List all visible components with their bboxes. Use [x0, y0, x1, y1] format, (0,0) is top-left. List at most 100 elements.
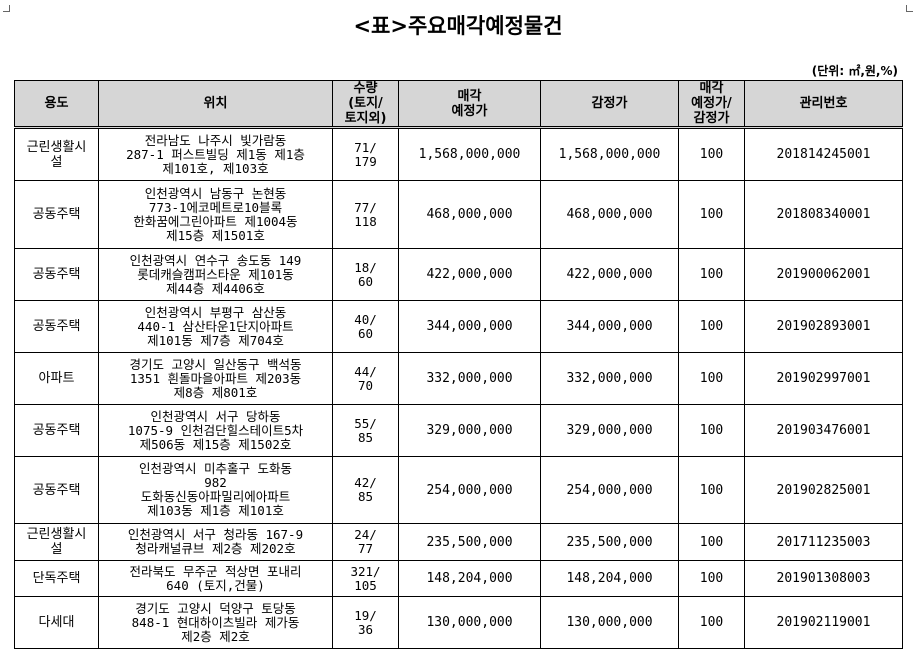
- cell-qty: 71/179: [332, 127, 399, 181]
- text-line: 제101호, 제103호: [162, 160, 269, 176]
- cell-use: 다세대: [14, 596, 99, 649]
- cell-location: 인천광역시 부평구 삼산동 440-1 삼산타운1단지아파트 제101동 제7층 제…: [98, 300, 333, 353]
- text-line: 전라남도 나주시 빛가람동: [144, 132, 287, 148]
- text-line: 77: [357, 541, 374, 556]
- cell-sale-price: 329,000,000: [398, 404, 541, 457]
- text-line: 한화꿈에그린아파트 제1004동: [133, 213, 298, 229]
- text-line: 640 (토지,건물): [166, 577, 265, 593]
- table-row: 공동주택 인천광역시 부평구 삼산동 440-1 삼산타운1단지아파트 제101동 제…: [14, 300, 903, 353]
- text-line: 60: [357, 273, 374, 289]
- text-line: 인천광역시 서구 청라동 167-9: [127, 527, 304, 542]
- cell-sale-price: 130,000,000: [398, 596, 541, 649]
- cell-use: 공동주택: [14, 248, 99, 301]
- cell-appraisal: 254,000,000: [540, 456, 679, 524]
- text-line: (토지/: [348, 96, 383, 111]
- text-line: 감정가: [693, 111, 730, 126]
- text-line: 105: [354, 577, 377, 593]
- header-mgmt-no: 관리번호: [744, 80, 903, 129]
- cell-qty: 42/85: [332, 456, 399, 524]
- text-line: 공동주택: [32, 482, 81, 498]
- cell-ratio: 100: [678, 560, 745, 597]
- text-line: 예정가/: [691, 96, 732, 111]
- unit-note: (단위: ㎡,원,%): [811, 64, 898, 78]
- cell-location: 인천광역시 연수구 송도동 149 롯데캐슬캠퍼스타운 제101동 제44층 제44…: [98, 248, 333, 301]
- cell-qty: 77/118: [332, 180, 399, 249]
- text-line: 매각: [699, 81, 724, 96]
- table-row: 다세대 경기도 고양시 덕양구 토당동 848-1 현대하이츠빌라 제가동 제2층 제…: [14, 596, 903, 649]
- text-line: 도화동신동아파밀리에아파트: [140, 489, 291, 504]
- text-line: 287-1 퍼스트빌딩 제1동 제1층: [126, 146, 305, 162]
- text-line: 설: [50, 542, 63, 557]
- text-line: 공동주택: [32, 267, 81, 282]
- text-line: 40/: [354, 311, 377, 327]
- cell-sale-price: 468,000,000: [398, 180, 541, 249]
- table-row: 근린생활시 설 인천광역시 서구 청라동 167-9 청라캐널큐브 제2층 제202호…: [14, 523, 903, 561]
- text-line: 예정가: [451, 103, 488, 119]
- cell-sale-price: 235,500,000: [398, 523, 541, 561]
- text-line: 1075-9 인천검단힐스테이트5차: [127, 422, 304, 438]
- text-line: 77/: [354, 199, 377, 215]
- cell-sale-price: 332,000,000: [398, 352, 541, 405]
- text-line: 848-1 현대하이츠빌라 제가동: [131, 614, 300, 630]
- cell-qty: 321/105: [332, 560, 399, 597]
- cell-ratio: 100: [678, 404, 745, 457]
- text-line: 85: [357, 489, 374, 504]
- text-line: 롯데캐슬캠퍼스타운 제101동: [137, 266, 294, 282]
- text-line: 인천광역시 서구 당하동: [150, 408, 281, 424]
- text-line: 제44층 제4406호: [166, 280, 265, 296]
- cell-qty: 24/77: [332, 523, 399, 561]
- page-corner-mark-left: [3, 5, 10, 12]
- table-row: 근린생활시 설 전라남도 나주시 빛가람동 287-1 퍼스트빌딩 제1동 제1층 제1…: [14, 127, 903, 181]
- cell-use: 단독주택: [14, 560, 99, 597]
- cell-ratio: 100: [678, 300, 745, 353]
- text-line: 36: [357, 621, 374, 637]
- cell-use: 공동주택: [14, 180, 99, 249]
- cell-mgmt-no: 201711235003: [744, 523, 903, 561]
- cell-location: 경기도 고양시 일산동구 백석동 1351 흰돌마을아파트 제203동 제8층 제8…: [98, 352, 333, 405]
- text-line: 다세대: [38, 615, 75, 630]
- text-line: 60: [357, 325, 374, 341]
- cell-mgmt-no: 201902893001: [744, 300, 903, 353]
- cell-appraisal: 468,000,000: [540, 180, 679, 249]
- cell-location: 전라남도 나주시 빛가람동 287-1 퍼스트빌딩 제1동 제1층 제101호, 제…: [98, 127, 333, 181]
- text-line: 42/: [354, 475, 377, 490]
- text-line: 근린생활시: [26, 527, 87, 542]
- text-line: 321/: [350, 563, 381, 579]
- text-line: 제101동 제7층 제704호: [147, 332, 284, 348]
- table-row: 공동주택 인천광역시 연수구 송도동 149 롯데캐슬캠퍼스타운 제101동 제44층…: [14, 248, 903, 301]
- header-use: 용도: [14, 80, 99, 129]
- cell-qty: 40/60: [332, 300, 399, 353]
- text-line: 공동주택: [32, 319, 81, 334]
- text-line: 71/: [354, 139, 377, 155]
- cell-mgmt-no: 201808340001: [744, 180, 903, 249]
- text-line: 매각: [457, 88, 482, 104]
- cell-qty: 44/70: [332, 352, 399, 405]
- cell-appraisal: 329,000,000: [540, 404, 679, 457]
- text-line: 단독주택: [32, 571, 81, 586]
- cell-appraisal: 130,000,000: [540, 596, 679, 649]
- text-line: 토지외): [344, 111, 387, 126]
- cell-sale-price: 1,568,000,000: [398, 127, 541, 181]
- cell-sale-price: 254,000,000: [398, 456, 541, 524]
- cell-appraisal: 344,000,000: [540, 300, 679, 353]
- cell-appraisal: 1,568,000,000: [540, 127, 679, 181]
- cell-qty: 18/60: [332, 248, 399, 301]
- cell-use: 공동주택: [14, 456, 99, 524]
- cell-mgmt-no: 201902119001: [744, 596, 903, 649]
- cell-sale-price: 148,204,000: [398, 560, 541, 597]
- cell-ratio: 100: [678, 127, 745, 181]
- cell-qty: 19/36: [332, 596, 399, 649]
- text-line: 179: [354, 153, 377, 169]
- text-line: 인천광역시 부평구 삼산동: [144, 304, 287, 320]
- header-appraisal: 감정가: [540, 80, 679, 129]
- cell-mgmt-no: 201814245001: [744, 127, 903, 181]
- text-line: 제506동 제15층 제1502호: [139, 436, 292, 452]
- text-line: 118: [354, 213, 377, 229]
- text-line: 인천광역시 연수구 송도동 149: [129, 252, 302, 268]
- text-line: 아파트: [38, 371, 75, 386]
- cell-location: 인천광역시 미추홀구 도화동 982 도화동신동아파밀리에아파트 제103동 제1층 …: [98, 456, 333, 524]
- cell-appraisal: 235,500,000: [540, 523, 679, 561]
- text-line: 경기도 고양시 덕양구 토당동: [135, 600, 296, 616]
- text-line: 제103동 제1층 제101호: [147, 503, 284, 518]
- cell-ratio: 100: [678, 180, 745, 249]
